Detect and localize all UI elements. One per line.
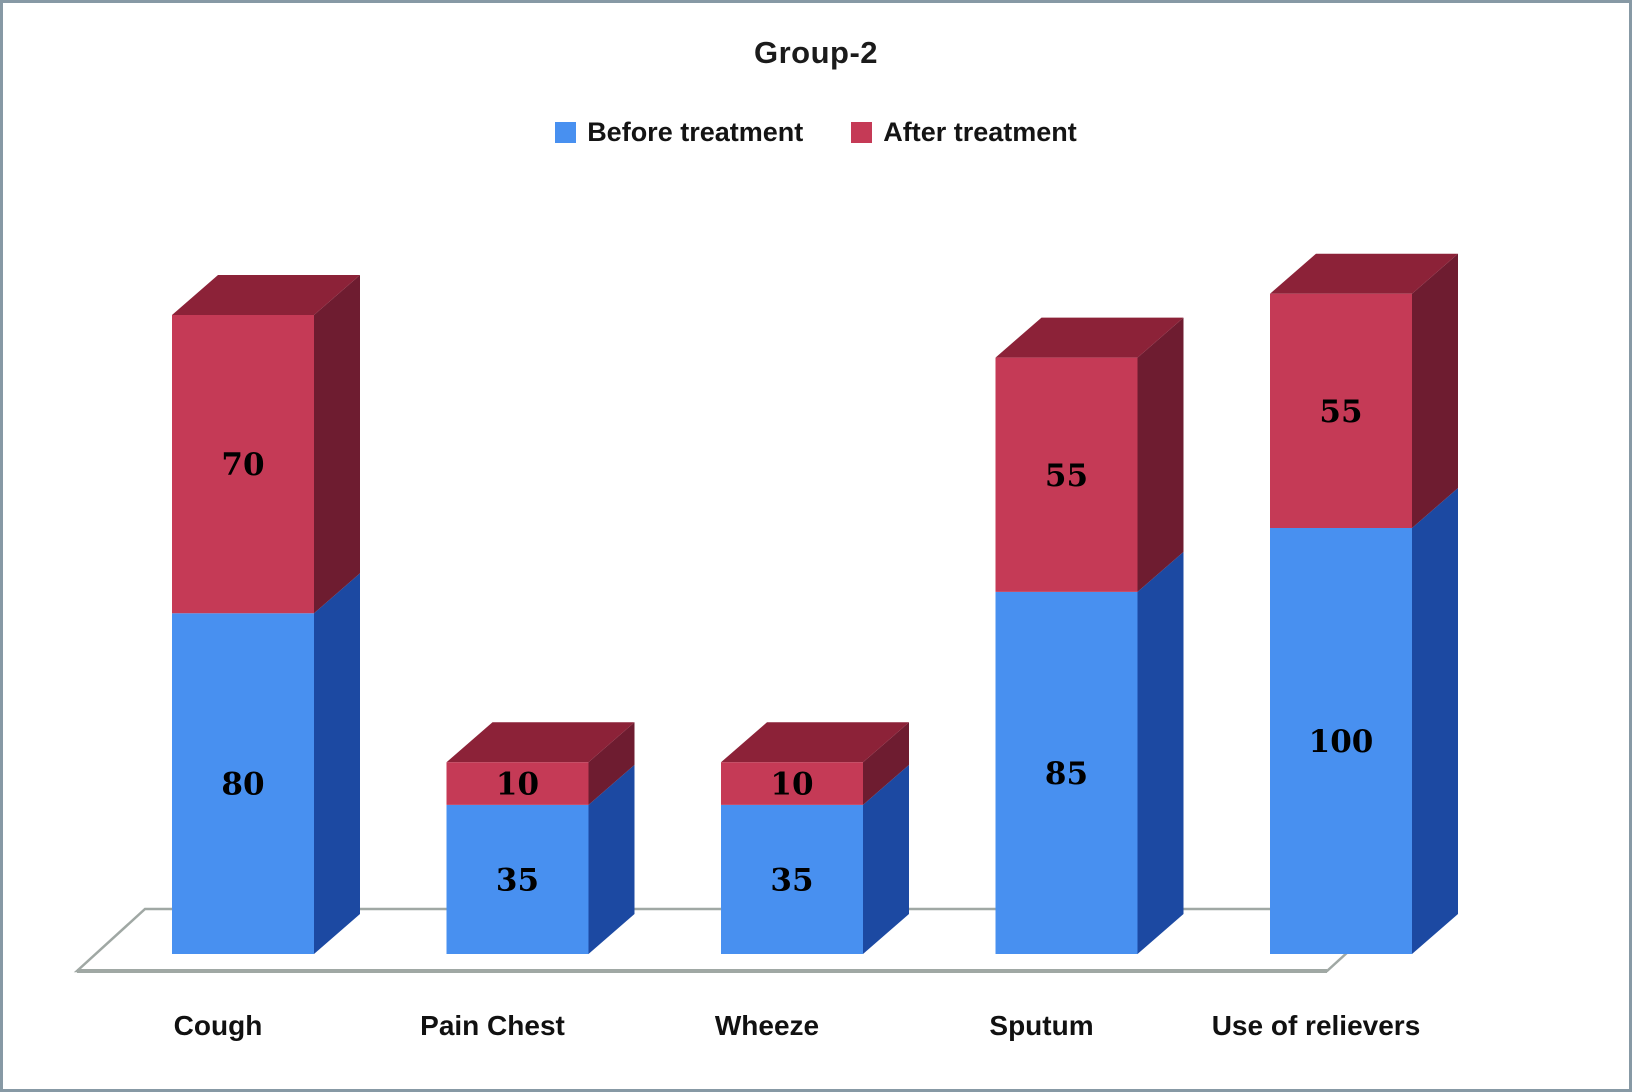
bar-use-of-relievers-before-side — [1412, 488, 1458, 954]
legend: Before treatment After treatment — [3, 117, 1629, 148]
chart-title: Group-2 — [753, 35, 879, 70]
bar-use-of-relievers-after-front — [1270, 293, 1412, 528]
bar-wheeze-before-front — [721, 804, 863, 954]
bar-cough-after-front — [172, 315, 314, 614]
legend-item-before: Before treatment — [555, 117, 803, 148]
category-label-sputum: Sputum — [989, 1010, 1093, 1041]
chart-canvas: 80 70 Cough 35 10 Pain Chest 35 10 Wheeze 85 55 Spu… — [73, 253, 1458, 1041]
data-label-use-of-relievers-after: 55 — [1319, 394, 1362, 430]
data-label-pain-chest-before: 35 — [496, 862, 539, 898]
data-label-sputum-after: 55 — [1045, 458, 1088, 494]
bar-wheeze-after-top — [721, 722, 909, 763]
data-label-cough-after: 70 — [221, 447, 264, 483]
bar-use-of-relievers-after-top — [1270, 253, 1458, 294]
legend-swatch-before-icon — [555, 122, 577, 143]
bar-cough-before-side — [314, 573, 360, 954]
bar-wheeze-before-side — [863, 764, 909, 954]
bar-sputum-after-front — [995, 357, 1138, 592]
bar-pain-chest-after-top — [446, 722, 635, 763]
data-label-cough-before: 80 — [221, 767, 264, 803]
bar-sputum-after-top — [995, 317, 1184, 358]
bar-cough-after-side — [314, 275, 360, 614]
data-label-pain-chest-after: 10 — [496, 767, 539, 803]
bar-pain-chest-after-front — [446, 762, 589, 805]
legend-label-after: After treatment — [883, 117, 1077, 147]
bar-use-of-relievers-before-front — [1270, 528, 1412, 954]
bar-sputum-before-front — [995, 591, 1138, 954]
category-label-wheeze: Wheeze — [715, 1010, 819, 1041]
legend-label-before: Before treatment — [587, 117, 804, 147]
category-label-cough: Cough — [174, 1010, 263, 1041]
category-label-use-of-relievers: Use of relievers — [1212, 1010, 1421, 1041]
bar-sputum-after-side — [1137, 317, 1184, 592]
bar-wheeze-after-side — [863, 722, 909, 805]
data-label-sputum-before: 85 — [1045, 756, 1088, 792]
bar-wheeze-after-front — [721, 762, 863, 805]
bar-cough-before-front — [172, 613, 314, 954]
bar-sputum-before-side — [1137, 551, 1184, 954]
bar-cough-after-top — [172, 275, 360, 315]
bar-pain-chest-before-side — [588, 764, 635, 954]
legend-swatch-after-icon — [851, 122, 873, 143]
category-label-pain-chest: Pain Chest — [420, 1010, 565, 1041]
data-label-wheeze-after: 10 — [770, 767, 813, 803]
bar-pain-chest-before-front — [446, 804, 589, 954]
data-label-use-of-relievers-before: 100 — [1309, 724, 1374, 760]
bar-pain-chest-after-side — [588, 722, 635, 805]
legend-item-after: After treatment — [851, 117, 1077, 148]
bar-use-of-relievers-after-side — [1412, 253, 1458, 528]
data-label-wheeze-before: 35 — [770, 862, 813, 898]
